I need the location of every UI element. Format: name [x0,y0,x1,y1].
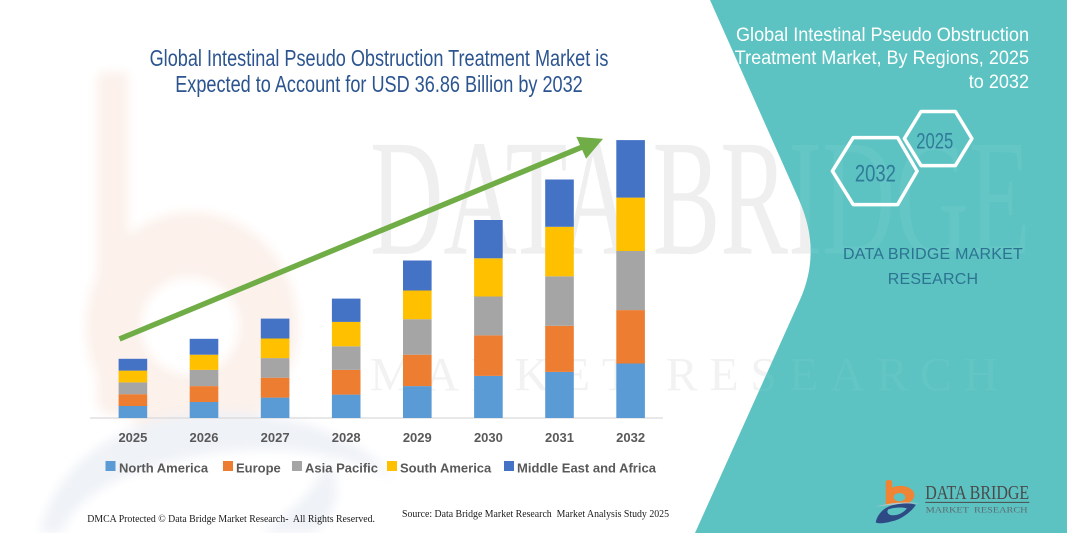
svg-text:2032: 2032 [616,430,645,445]
svg-text:2029: 2029 [403,430,432,445]
svg-text:2025: 2025 [916,129,953,154]
svg-text:Middle East and Africa: Middle East and Africa [517,461,657,476]
svg-text:2027: 2027 [261,430,290,445]
svg-text:Source: Data Bridge Market Res: Source: Data Bridge Market Research Mark… [402,508,669,520]
svg-text:South America: South America [400,461,492,476]
svg-text:2030: 2030 [474,430,503,445]
svg-text:Asia Pacific: Asia Pacific [305,461,378,476]
svg-text:2028: 2028 [332,430,361,445]
svg-text:2032: 2032 [855,161,896,188]
svg-text:2026: 2026 [190,430,219,445]
svg-text:North America: North America [119,461,209,476]
svg-text:2025: 2025 [118,430,147,445]
svg-text:DMCA Protected © Data Bridge M: DMCA Protected © Data Bridge Market Rese… [87,513,375,525]
svg-text:2031: 2031 [545,430,574,445]
svg-text:DATA BRIDGE: DATA BRIDGE [925,482,1029,504]
svg-text:Europe: Europe [236,461,281,476]
svg-text:MARKET RESEARCH: MARKET RESEARCH [926,505,1028,514]
